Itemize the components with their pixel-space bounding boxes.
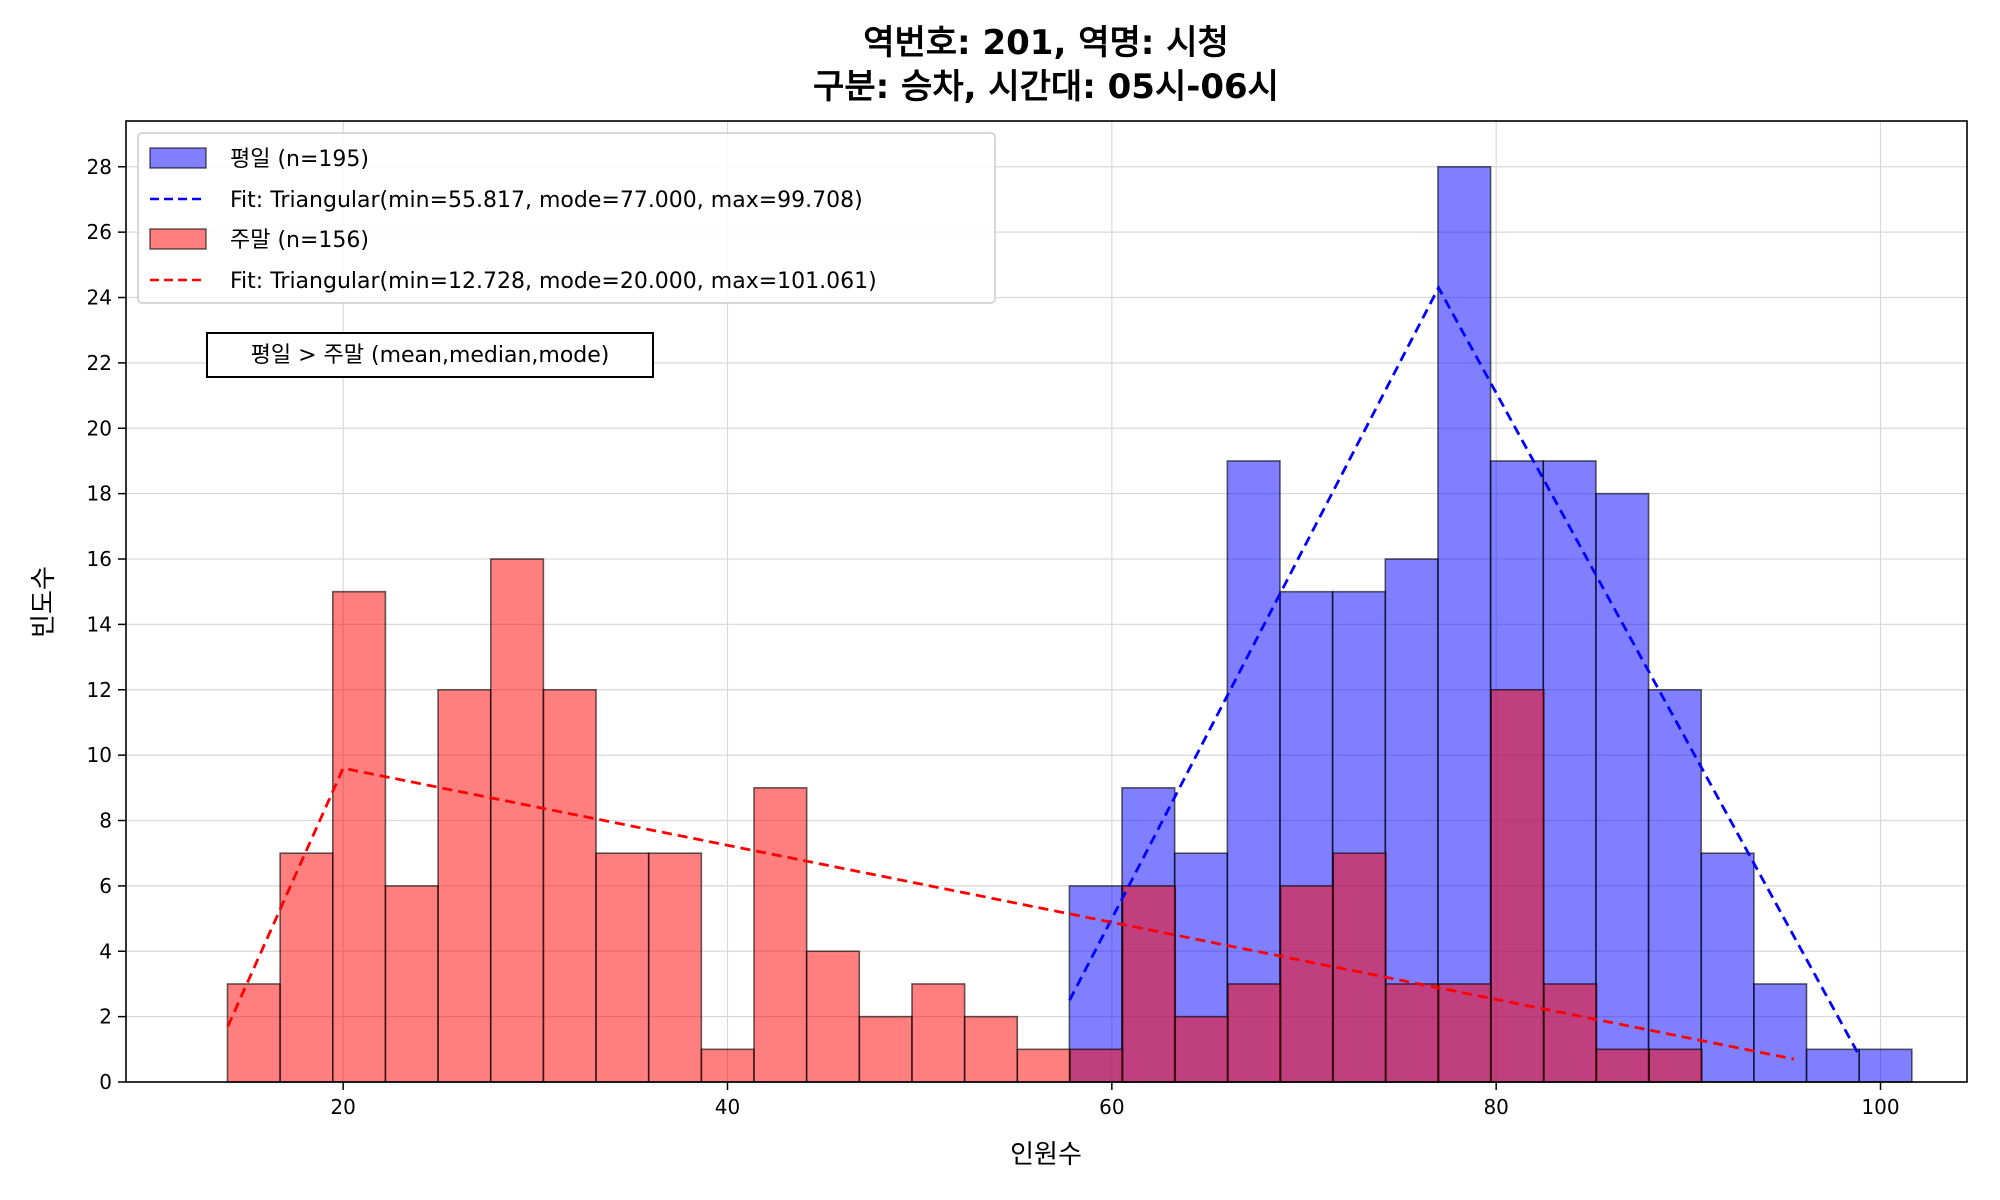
weekend-bar — [753, 787, 808, 1083]
weekend-bar — [1069, 1048, 1124, 1083]
x-tick-label: 80 — [1483, 1095, 1508, 1119]
weekend-bar — [226, 983, 281, 1083]
y-tick-label: 28 — [87, 155, 112, 179]
x-tick-label: 100 — [1861, 1095, 1899, 1119]
weekend-bar — [595, 852, 650, 1083]
x-tick-label: 20 — [330, 1095, 355, 1119]
y-tick-label: 26 — [87, 220, 112, 244]
weekend-bar — [1385, 983, 1440, 1083]
weekend-bar — [1543, 983, 1598, 1083]
plot-frame — [125, 120, 1968, 1083]
fit-lines — [226, 284, 1861, 1061]
comparison-annotation: 평일 > 주말 (mean,median,mode) — [206, 332, 654, 378]
weekday-bar — [1437, 165, 1492, 1083]
weekend-bar — [647, 852, 703, 1083]
weekend-bar — [1648, 1048, 1703, 1083]
weekend-bar — [542, 688, 597, 1083]
weekend-bar — [1595, 1048, 1650, 1083]
y-tick-label: 6 — [99, 874, 112, 898]
weekend-bar — [858, 1015, 913, 1083]
y-tick-label: 0 — [99, 1070, 112, 1094]
weekday-bar — [1858, 1048, 1913, 1083]
annotation-text: 평일 > 주말 (mean,median,mode) — [251, 343, 610, 368]
y-tick-label: 16 — [87, 547, 112, 571]
x-tick-label: 40 — [715, 1095, 740, 1119]
weekend-bar — [384, 885, 439, 1083]
weekend-bar — [437, 688, 492, 1083]
y-tick-label: 20 — [87, 416, 112, 440]
weekend-bar — [1174, 1015, 1229, 1083]
weekend-bar — [489, 558, 545, 1083]
legend-weekend-fit-label: Fit: Triangular(min=12.728, mode=20.000,… — [230, 269, 877, 294]
weekend-bar — [911, 983, 966, 1083]
legend-weekend-swatch — [149, 228, 207, 250]
weekend-bar — [1121, 885, 1177, 1083]
y-tick-label: 14 — [87, 612, 112, 636]
y-tick-label: 24 — [87, 286, 112, 310]
legend-weekday-swatch — [149, 147, 207, 169]
weekend-bar — [700, 1048, 755, 1083]
chart-title-line1: 역번호: 201, 역명: 시청 — [863, 23, 1229, 63]
y-tick-label: 22 — [87, 351, 112, 375]
y-tick-label: 10 — [87, 743, 112, 767]
weekday-bar — [1753, 983, 1808, 1083]
annotation-box — [206, 332, 654, 378]
weekend-bar — [1016, 1048, 1071, 1083]
y-tick-label: 12 — [87, 678, 112, 702]
weekend-bar — [1279, 885, 1335, 1083]
legend-weekday-label: 평일 (n=195) — [230, 147, 369, 172]
x-axis-label: 인원수 — [1010, 1140, 1082, 1170]
legend-box — [137, 132, 996, 304]
weekday-bar — [1805, 1048, 1860, 1083]
y-tick-label: 8 — [99, 809, 112, 833]
weekday-fit-line — [1068, 284, 1861, 1057]
y-tick-label: 2 — [99, 1005, 112, 1029]
weekend-bar — [963, 1015, 1019, 1083]
y-axis-label: 빈도수 — [29, 566, 59, 638]
chart-title-line2: 구분: 승차, 시간대: 05시-06시 — [813, 67, 1279, 107]
legend-weekend-label: 주말 (n=156) — [230, 228, 369, 253]
weekend-fit-line — [226, 766, 1795, 1061]
weekend-bar — [805, 950, 861, 1083]
weekend-bar — [1490, 688, 1545, 1083]
legend: 평일 (n=195) Fit: Triangular(min=55.817, m… — [137, 132, 996, 304]
weekday-bar — [1542, 460, 1597, 1083]
weekend-bar — [1437, 983, 1492, 1083]
weekday-bar — [1700, 852, 1755, 1083]
weekday-bar — [1595, 492, 1650, 1083]
weekend-histogram — [226, 558, 1703, 1083]
weekend-bar — [279, 852, 334, 1083]
x-tick-label: 60 — [1099, 1095, 1124, 1119]
weekday-bar — [1647, 688, 1703, 1083]
weekend-bar — [1227, 983, 1282, 1083]
y-tick-label: 18 — [87, 482, 112, 506]
y-tick-label: 4 — [99, 939, 112, 963]
legend-weekday-fit-label: Fit: Triangular(min=55.817, mode=77.000,… — [230, 188, 863, 213]
weekend-bar — [331, 590, 387, 1083]
